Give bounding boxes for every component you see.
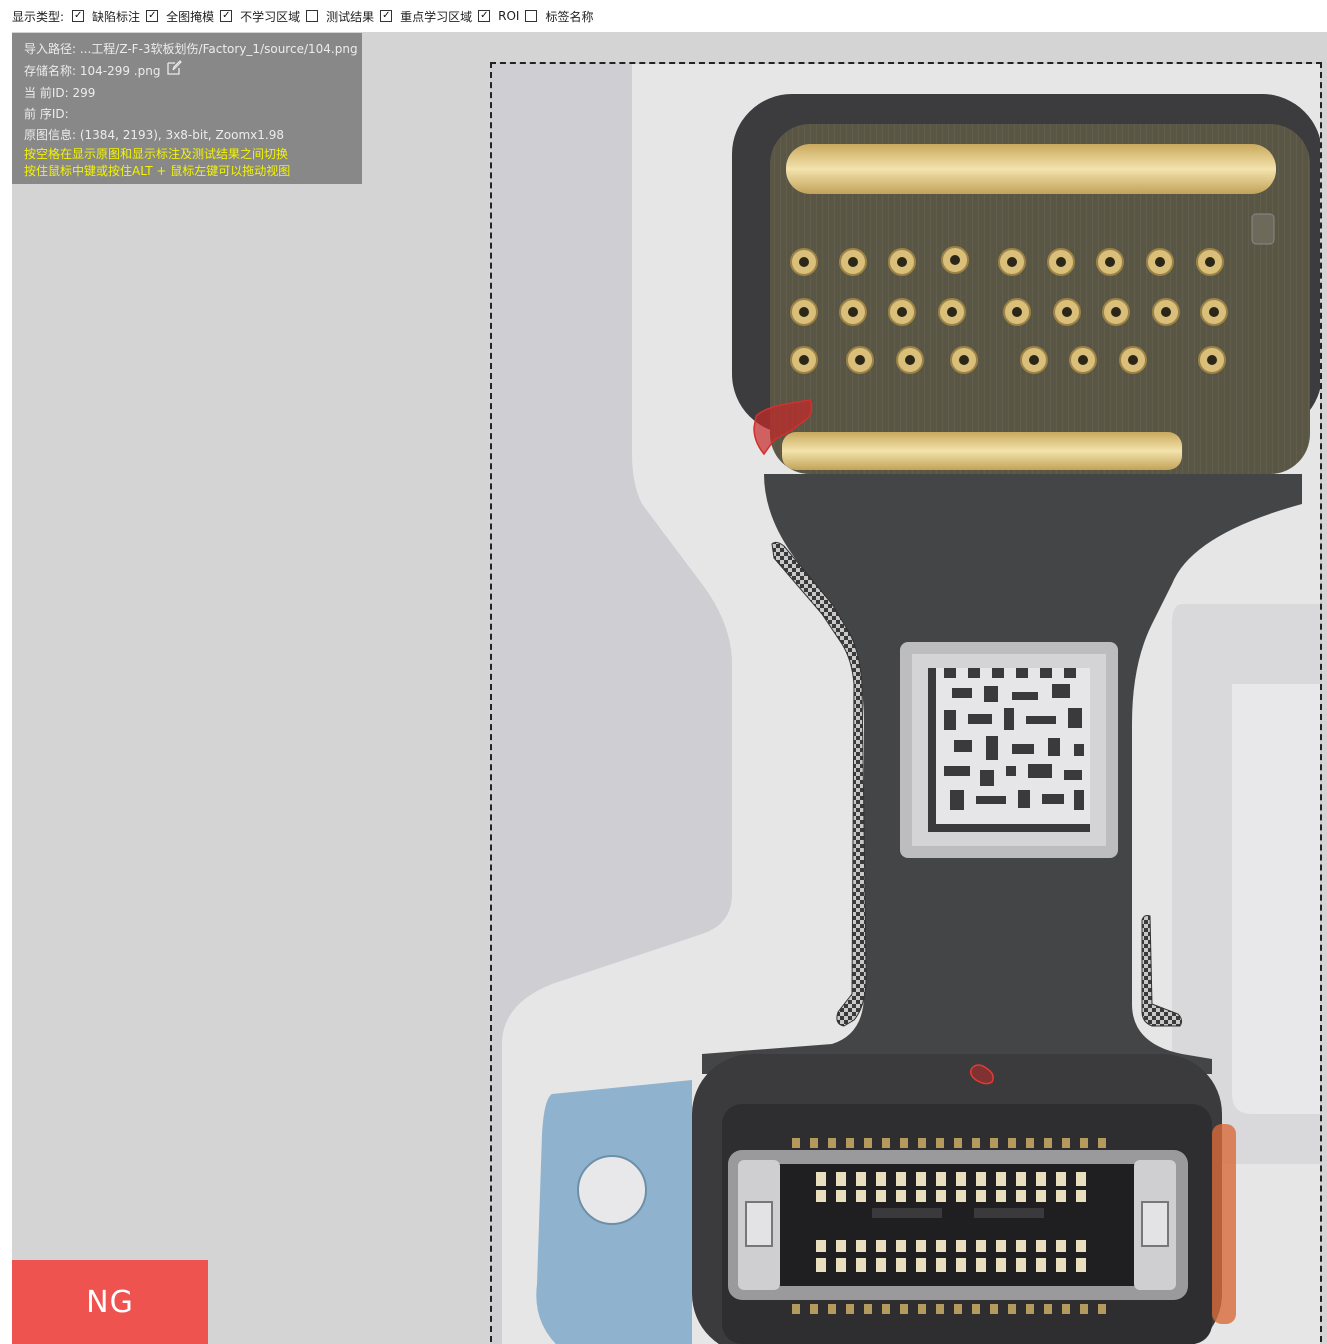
option-full-mask[interactable]: 全图掩模 [146, 8, 214, 25]
option-label: 测试结果 [326, 9, 375, 24]
divider [11, 32, 12, 1344]
inspection-image [492, 64, 1320, 1344]
option-label: 标签名称 [545, 9, 594, 24]
roi-checkbox[interactable] [478, 10, 491, 22]
hint-drag-view: 按住鼠标中键或按住ALT + 鼠标左键可以拖动视图 [24, 164, 291, 178]
save-name: 存储名称: 104-299 .png [24, 64, 161, 78]
option-label: 全图掩模 [166, 9, 215, 24]
option-tag-name[interactable]: 标签名称 [525, 8, 593, 25]
tag-name-checkbox[interactable] [525, 10, 538, 22]
test-result-checkbox[interactable] [306, 10, 319, 22]
import-path: 导入路径: ...工程/Z-F-3软板划伤/Factory_1/source/1… [24, 42, 358, 56]
option-no-learn-region[interactable]: 不学习区域 [220, 8, 300, 25]
image-info: 原图信息: (1384, 2193), 3x8-bit, Zoomx1.98 [24, 128, 284, 142]
image-info-panel: 导入路径: ...工程/Z-F-3软板划伤/Factory_1/source/1… [12, 33, 362, 184]
no-learn-region-right[interactable] [1141, 915, 1183, 1027]
option-label: 不学习区域 [240, 9, 301, 24]
option-roi[interactable]: ROI [478, 9, 519, 23]
hint-space-toggle: 按空格在显示原图和显示标注及测试结果之间切换 [24, 147, 289, 161]
inspection-image-roi[interactable] [490, 62, 1322, 1344]
option-label: ROI [498, 9, 520, 23]
ng-result-badge: NG [12, 1260, 208, 1344]
defect-annotation-1[interactable] [753, 399, 813, 456]
display-type-toolbar: 显示类型: 缺陷标注 全图掩模 不学习区域 测试结果 重点学习区域 ROI 标签… [0, 0, 1327, 32]
edit-icon[interactable] [166, 60, 183, 83]
via-holes [790, 246, 1228, 374]
defect-annotation-2[interactable] [969, 1064, 994, 1085]
save-name-row: 存储名称: 104-299 .png [24, 60, 350, 83]
current-id: 当 前ID: 299 [24, 86, 96, 100]
board-connector [728, 1138, 1188, 1314]
option-label: 缺陷标注 [92, 9, 141, 24]
previous-id: 前 序ID: [24, 107, 69, 121]
data-matrix-label [900, 642, 1118, 858]
no-learn-region-left[interactable] [771, 541, 867, 1027]
option-label: 重点学习区域 [400, 9, 473, 24]
display-type-label: 显示类型: [12, 9, 65, 24]
option-defect-annotation[interactable]: 缺陷标注 [72, 8, 140, 25]
option-key-learn-region[interactable]: 重点学习区域 [380, 8, 472, 25]
defect-annotation-checkbox[interactable] [72, 10, 85, 22]
key-learn-region-checkbox[interactable] [380, 10, 393, 22]
option-test-result[interactable]: 测试结果 [306, 8, 374, 25]
no-learn-region-checkbox[interactable] [220, 10, 233, 22]
full-mask-checkbox[interactable] [146, 10, 159, 22]
